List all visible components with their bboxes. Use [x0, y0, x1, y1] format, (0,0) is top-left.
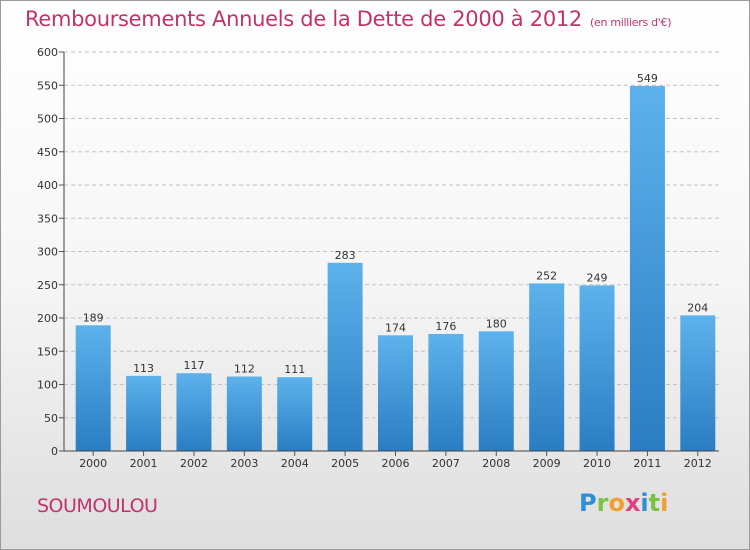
bars: 189 113 117 112 111 283 174 176 180 252 249 549 204 — [75, 72, 716, 451]
bar — [327, 262, 363, 451]
bar — [579, 285, 615, 451]
bar — [629, 85, 665, 451]
y-tick-label: 450 — [37, 146, 58, 159]
proxiti-logo: Proxiti — [579, 489, 668, 517]
x-tick-label: 2011 — [633, 457, 661, 470]
x-tick-label: 2005 — [331, 457, 359, 470]
x-tick-label: 2012 — [684, 457, 712, 470]
y-tick-label: 100 — [37, 379, 58, 392]
x-tick-label: 2007 — [432, 457, 460, 470]
y-tick-label: 400 — [37, 179, 58, 192]
logo-letter: t — [648, 489, 661, 517]
y-tick-label: 250 — [37, 279, 58, 292]
x-tick-label: 2000 — [79, 457, 107, 470]
city-name: SOUMOULOU — [37, 495, 158, 517]
bar-value-label: 180 — [486, 317, 507, 330]
bar-value-label: 112 — [234, 363, 255, 376]
bar — [428, 333, 464, 451]
y-tick-label: 550 — [37, 79, 58, 92]
grid-lines — [59, 51, 719, 452]
y-tick-label: 0 — [51, 445, 58, 458]
bar-value-label: 117 — [183, 359, 204, 372]
bar — [529, 283, 565, 451]
chart-unit: (en milliers d'€) — [590, 16, 672, 29]
y-tick-label: 500 — [37, 113, 58, 126]
bar-value-label: 549 — [637, 72, 658, 85]
y-tick-label: 150 — [37, 345, 58, 358]
axes: 0 50 100 150 200 250 300 350 400 450 500 550 600 2000… — [37, 46, 719, 470]
bar — [226, 376, 262, 451]
bar-value-label: 189 — [83, 311, 104, 324]
bar — [277, 377, 313, 451]
x-tick-label: 2004 — [281, 457, 309, 470]
logo-letter: o — [608, 489, 625, 517]
bar — [75, 325, 111, 451]
bar — [478, 331, 514, 451]
y-tick-label: 300 — [37, 246, 58, 259]
chart-title-text: Remboursements Annuels de la Dette de 20… — [25, 7, 582, 31]
x-tick-label: 2010 — [583, 457, 611, 470]
x-tick-label: 2008 — [482, 457, 510, 470]
x-tick-label: 2003 — [230, 457, 258, 470]
bar — [126, 375, 162, 451]
bar-value-label: 111 — [284, 363, 305, 376]
chart-title: Remboursements Annuels de la Dette de 20… — [25, 7, 671, 31]
bar-value-label: 249 — [587, 271, 608, 284]
y-tick-label: 200 — [37, 312, 58, 325]
bar-value-label: 113 — [133, 362, 154, 375]
logo-letter: r — [596, 489, 609, 517]
bar-value-label: 252 — [536, 269, 557, 282]
y-tick-label: 350 — [37, 212, 58, 225]
x-tick-label: 2006 — [382, 457, 410, 470]
bar — [378, 335, 413, 451]
logo-letter: i — [660, 489, 669, 517]
logo-letter: x — [624, 489, 641, 517]
bar — [176, 373, 212, 451]
bar — [680, 315, 716, 451]
bar-value-label: 283 — [335, 249, 356, 262]
logo-letter: i — [640, 489, 649, 517]
x-tick-label: 2002 — [180, 457, 208, 470]
bar-value-label: 204 — [687, 301, 708, 314]
logo-letter: P — [579, 489, 597, 517]
x-tick-label: 2009 — [533, 457, 561, 470]
y-tick-label: 600 — [37, 46, 58, 59]
bar-value-label: 174 — [385, 321, 406, 334]
bar-value-label: 176 — [435, 320, 456, 333]
y-tick-label: 50 — [44, 412, 58, 425]
x-tick-label: 2001 — [130, 457, 158, 470]
